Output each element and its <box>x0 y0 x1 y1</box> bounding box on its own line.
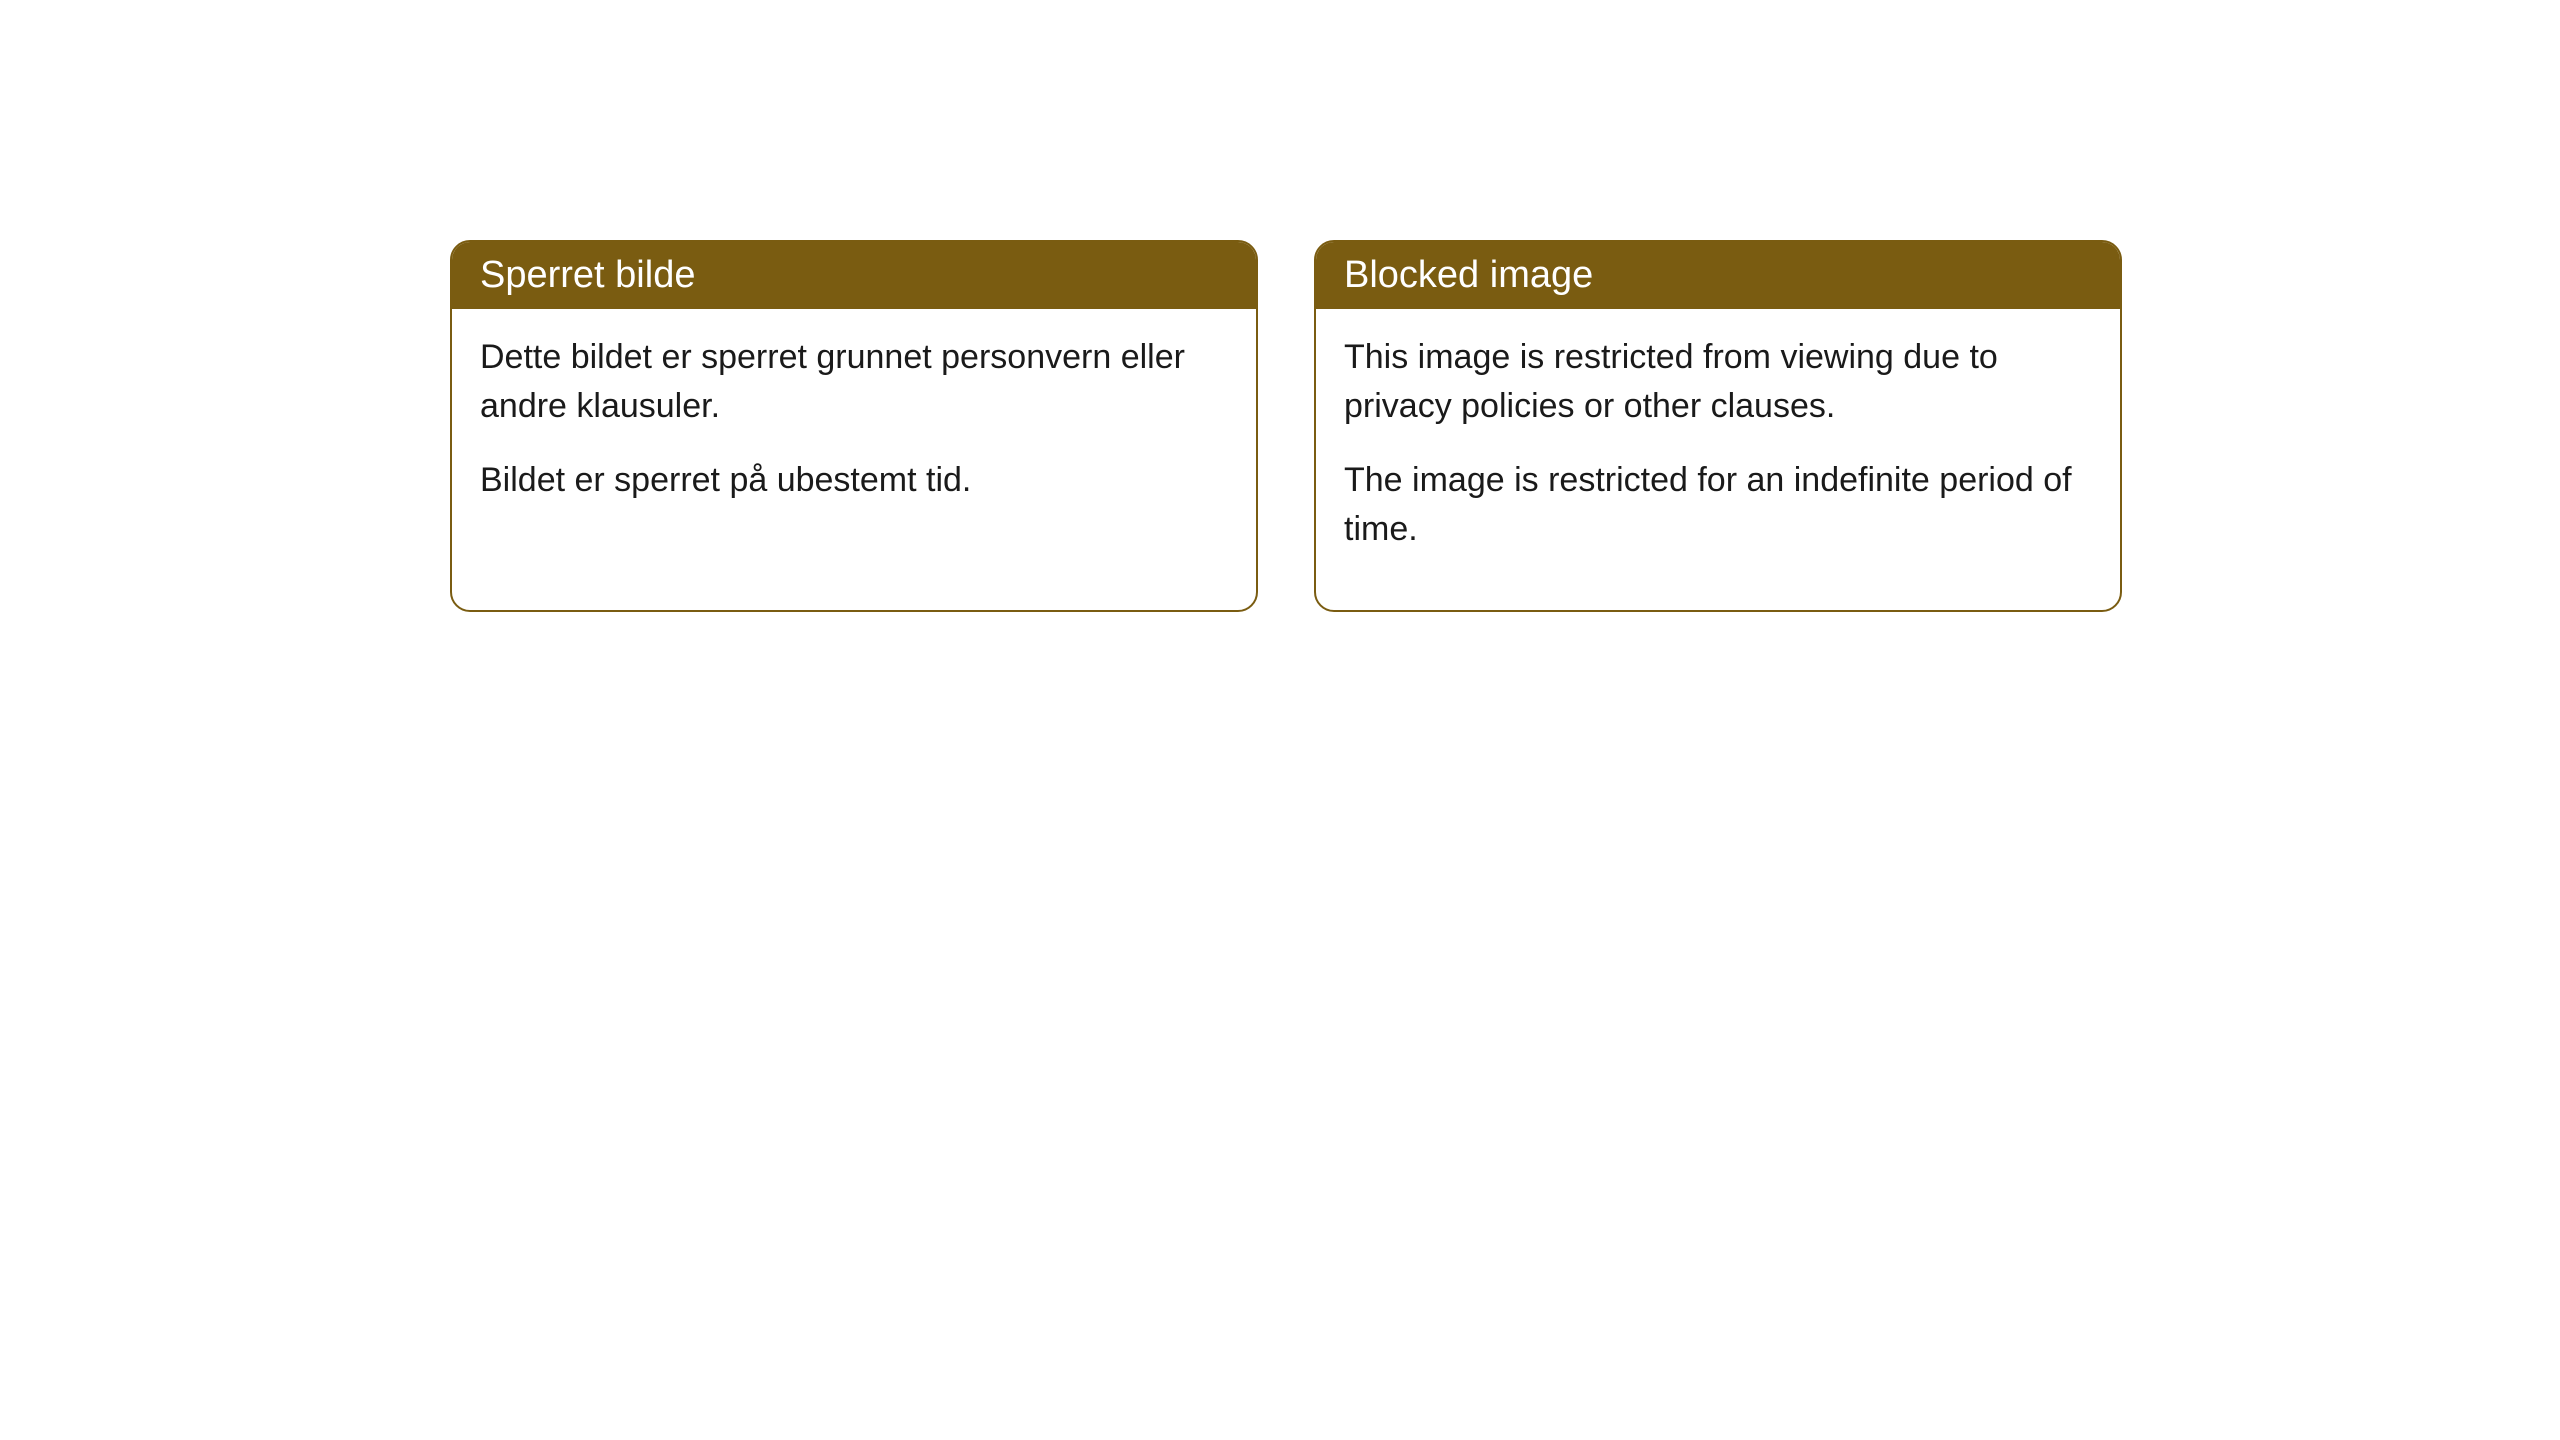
card-header-norwegian: Sperret bilde <box>452 242 1256 309</box>
card-paragraph: The image is restricted for an indefinit… <box>1344 456 2092 555</box>
card-body-norwegian: Dette bildet er sperret grunnet personve… <box>452 309 1256 561</box>
card-english: Blocked image This image is restricted f… <box>1314 240 2122 612</box>
cards-container: Sperret bilde Dette bildet er sperret gr… <box>450 240 2122 612</box>
card-paragraph: Bildet er sperret på ubestemt tid. <box>480 456 1228 505</box>
card-header-english: Blocked image <box>1316 242 2120 309</box>
card-body-english: This image is restricted from viewing du… <box>1316 309 2120 610</box>
card-norwegian: Sperret bilde Dette bildet er sperret gr… <box>450 240 1258 612</box>
card-paragraph: This image is restricted from viewing du… <box>1344 333 2092 432</box>
card-paragraph: Dette bildet er sperret grunnet personve… <box>480 333 1228 432</box>
